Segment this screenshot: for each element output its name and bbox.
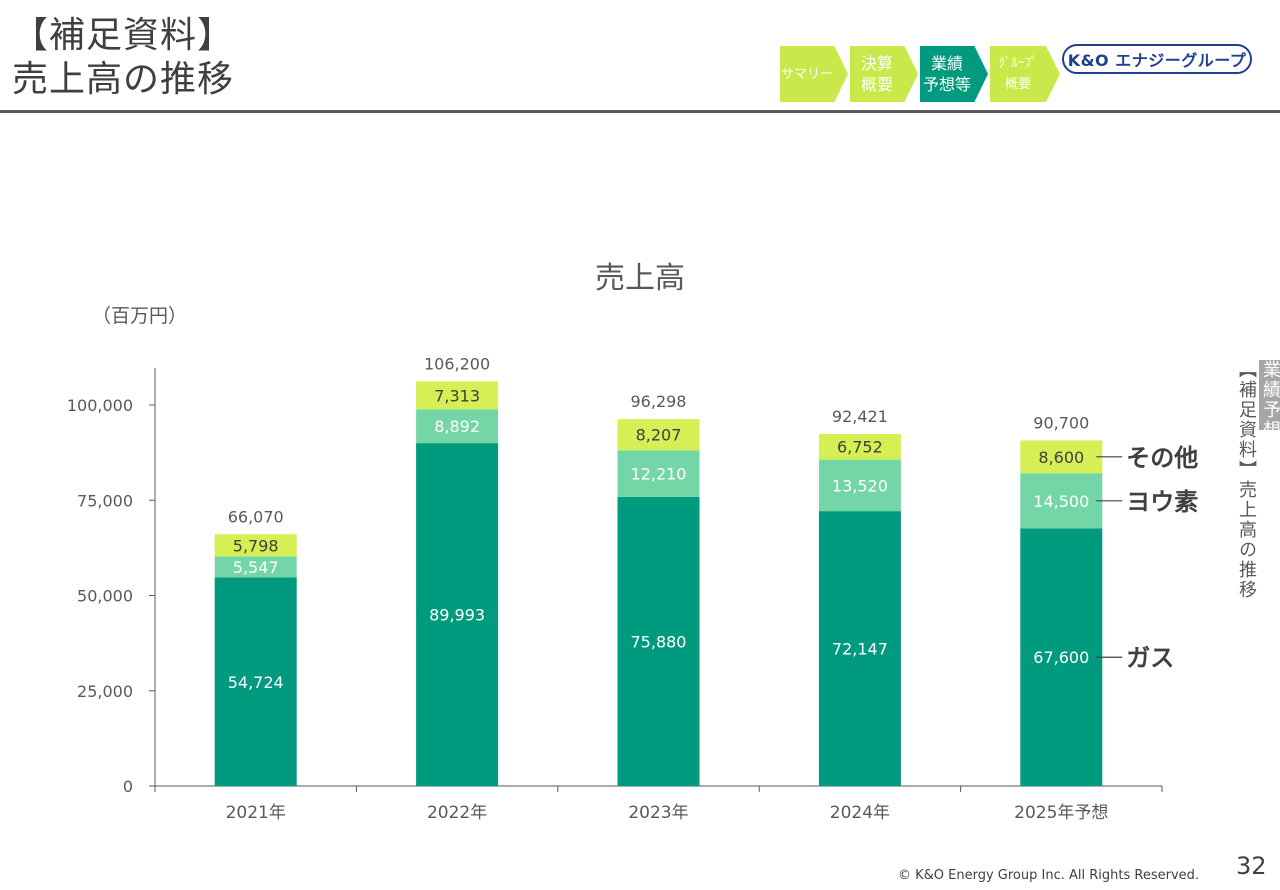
y-tick-label: 0 xyxy=(123,777,133,796)
total-label: 106,200 xyxy=(424,354,490,373)
data-label: 72,147 xyxy=(832,640,888,659)
sales-chart: 売上高 （百万円） 0 25,000 50,000 75,000 100,000 2021年 5… xyxy=(67,261,1198,823)
data-label: 5,547 xyxy=(233,558,279,577)
data-label: 7,313 xyxy=(434,386,480,405)
section-nav: サマリー 決算 概要 業績 予想等 ｸﾞﾙｰﾌﾟ 概要 xyxy=(780,46,1060,102)
side-tab: 業績予想等 【補足資料】売上高の推移 xyxy=(1235,360,1280,600)
data-label: 54,724 xyxy=(228,673,284,692)
bar-segment xyxy=(1020,473,1103,529)
total-label: 96,298 xyxy=(631,392,687,411)
bar-segment xyxy=(416,443,499,786)
data-label: 8,892 xyxy=(434,417,480,436)
data-label: 5,798 xyxy=(233,536,279,555)
data-label: 14,500 xyxy=(1033,492,1089,511)
data-label: 6,752 xyxy=(837,438,883,457)
title-line-1: 【補足資料】 xyxy=(12,15,235,56)
nav-step-forecast[interactable]: 業績 予想等 xyxy=(920,46,988,102)
bar-segment xyxy=(416,409,499,444)
x-tick-label: 2022年 xyxy=(427,803,487,823)
page-title: 【補足資料】 売上高の推移 xyxy=(12,14,234,102)
x-tick-label: 2023年 xyxy=(628,803,688,823)
legend-label: その他 xyxy=(1126,444,1198,472)
x-tick-label: 2021年 xyxy=(226,803,286,823)
data-label: 13,520 xyxy=(832,476,888,495)
bar-segment xyxy=(1020,528,1103,786)
unit-label: （百万円） xyxy=(92,305,187,327)
x-tick-label: 2025年予想 xyxy=(1014,803,1108,823)
y-tick-label: 50,000 xyxy=(77,587,133,606)
title-line-2: 売上高の推移 xyxy=(12,59,235,100)
data-label: 67,600 xyxy=(1033,648,1089,667)
data-label: 89,993 xyxy=(429,606,485,625)
total-label: 66,070 xyxy=(228,507,284,526)
total-label: 90,700 xyxy=(1033,413,1089,432)
nav-step-summary[interactable]: サマリー xyxy=(780,46,848,102)
legend-label: ガス xyxy=(1126,644,1174,672)
legend-label: ヨウ素 xyxy=(1126,488,1198,516)
y-tick-label: 75,000 xyxy=(77,491,133,510)
bar-segment xyxy=(1020,440,1103,474)
bar-segment xyxy=(818,511,901,786)
x-tick-label: 2024年 xyxy=(830,803,890,823)
data-label: 8,600 xyxy=(1038,448,1084,467)
total-label: 92,421 xyxy=(832,407,888,426)
nav-step-group[interactable]: ｸﾞﾙｰﾌﾟ 概要 xyxy=(990,46,1060,102)
data-label: 75,880 xyxy=(631,632,687,651)
bar-segment xyxy=(617,419,700,451)
bar-segment xyxy=(214,534,297,557)
bar-segment xyxy=(818,433,901,460)
data-label: 12,210 xyxy=(631,465,687,484)
bar-segment xyxy=(617,450,700,497)
y-tick-label: 25,000 xyxy=(77,682,133,701)
header-divider xyxy=(0,110,1280,113)
y-tick-label: 100,000 xyxy=(67,396,133,415)
side-tab-page: 【補足資料】売上高の推移 xyxy=(1236,360,1257,600)
company-logo: K&O エナジーグループ xyxy=(1062,44,1252,74)
side-tab-section: 業績予想等 xyxy=(1259,360,1280,460)
data-label: 8,207 xyxy=(636,426,682,445)
bar-segment xyxy=(214,577,297,786)
nav-step-results[interactable]: 決算 概要 xyxy=(850,46,918,102)
bar-segment xyxy=(818,459,901,512)
bar-segment xyxy=(617,496,700,786)
bar-segment xyxy=(416,381,499,410)
copyright: © K&O Energy Group Inc. All Rights Reser… xyxy=(898,868,1200,883)
chart-title: 売上高 xyxy=(595,261,685,296)
page-number: 32 xyxy=(1236,852,1267,880)
bar-segment xyxy=(214,556,297,578)
